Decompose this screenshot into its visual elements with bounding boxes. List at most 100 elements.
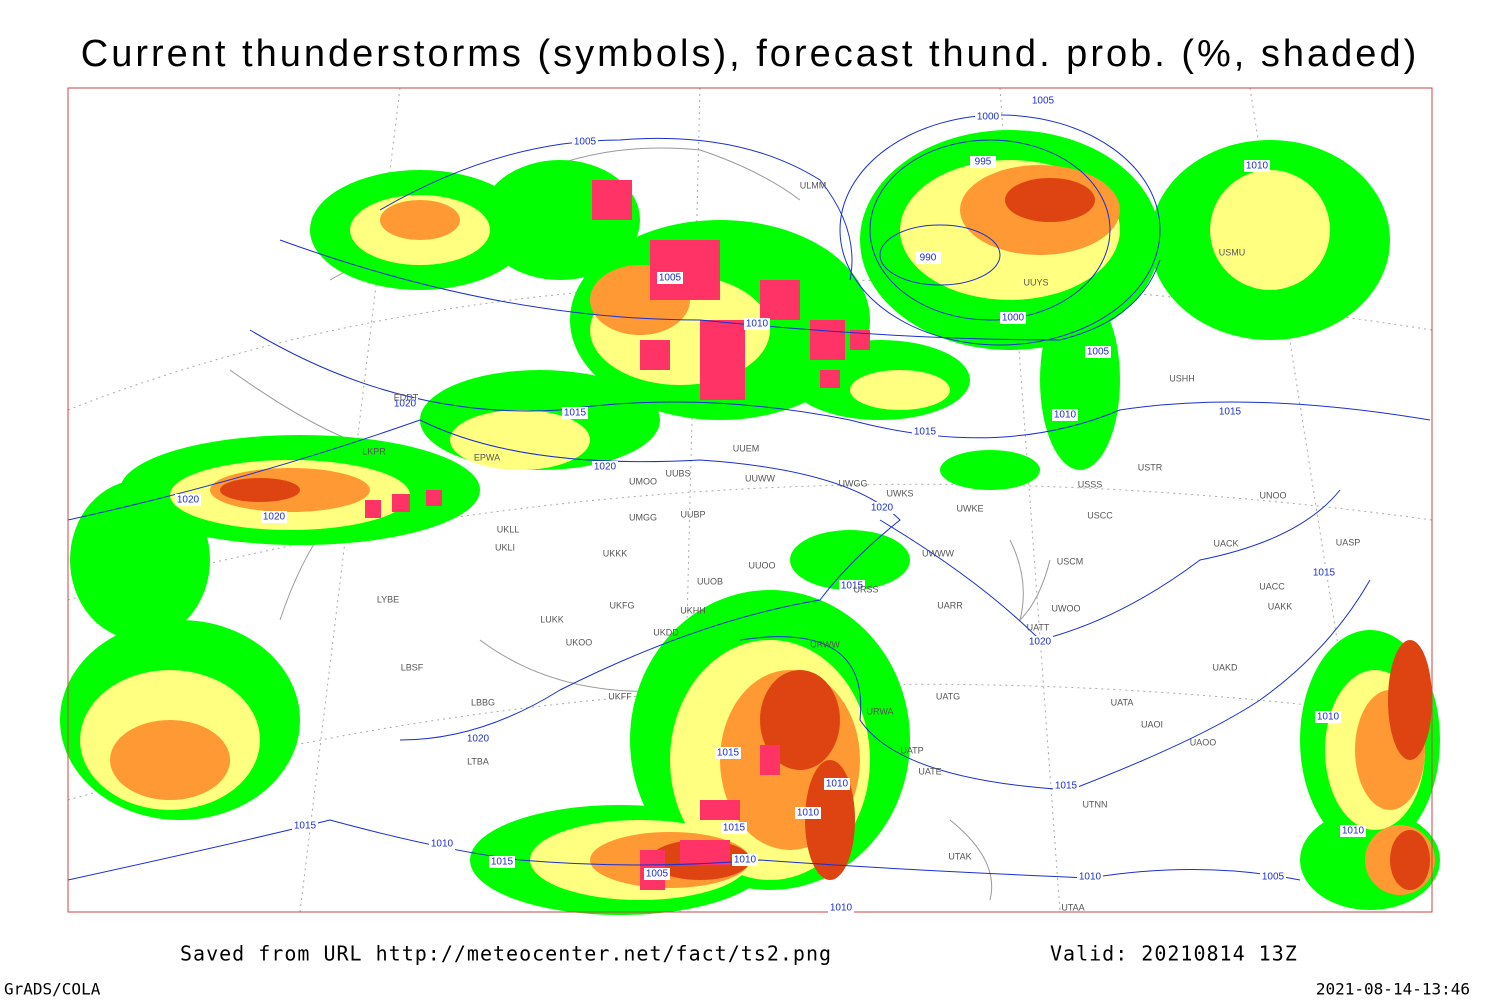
station-code: UUBP [680, 509, 705, 519]
station-code: UASP [1336, 537, 1361, 547]
station-code: EDDT [394, 392, 419, 402]
isobar-label: 1015 [564, 408, 587, 419]
station-code: LBBG [471, 697, 495, 707]
isobar-label: 1020 [594, 462, 617, 473]
station-code: UUWW [745, 473, 775, 483]
isobar-label-bg [970, 156, 996, 168]
isobar-label-bg [1244, 160, 1270, 172]
isobar-label-bg [795, 807, 821, 819]
isobar-label: 1010 [1079, 872, 1102, 883]
station-code: LUKK [540, 614, 564, 624]
station-code: UKFG [609, 600, 634, 610]
isobar-label-bg [562, 407, 588, 419]
isobar-label: 1005 [659, 273, 682, 284]
isobar-label: 1010 [431, 839, 454, 850]
isobar-label-bg [465, 733, 491, 745]
station-code: UARR [937, 600, 963, 610]
isobar-label-bg [839, 580, 865, 592]
station-code: EPWA [474, 452, 500, 462]
valid-time: Valid: 20210814 13Z [1050, 942, 1298, 966]
station-code: UMOO [629, 476, 657, 486]
isobar-label: 1015 [914, 427, 937, 438]
isobar-label-bg [1340, 825, 1366, 837]
isobar-label: 1015 [723, 823, 746, 834]
isobar-label: 990 [920, 253, 937, 264]
station-code: UAOI [1141, 719, 1163, 729]
isobar-label-bg [1030, 95, 1056, 107]
isobar-label: 1020 [394, 399, 417, 410]
isobar-label: 1020 [1029, 637, 1052, 648]
station-code: UATT [1027, 622, 1050, 632]
source-url: Saved from URL http://meteocenter.net/fa… [180, 942, 832, 966]
station-code: UKDD [653, 627, 679, 637]
isobar-label-bg [644, 868, 670, 880]
station-code: UAKK [1268, 601, 1293, 611]
station-code: ULMM [800, 180, 827, 190]
isobar-label: 1020 [467, 734, 490, 745]
isobar-label: 1010 [797, 808, 820, 819]
credit: GrADS/COLA [4, 980, 101, 999]
isobar-label-bg [292, 820, 318, 832]
isobar-label-bg [912, 426, 938, 438]
isobar-label-bg [1085, 346, 1111, 358]
isobar-label: 1015 [1055, 781, 1078, 792]
station-code: USHH [1169, 373, 1195, 383]
map-frame [67, 87, 1433, 913]
isobar-label-bg [1052, 409, 1078, 421]
station-code: UATA [1111, 697, 1134, 707]
isobar-label: 1005 [646, 869, 669, 880]
isobar-label-bg [1311, 567, 1337, 579]
isobar-label: 1020 [177, 495, 200, 506]
isobar-label-bg [592, 461, 618, 473]
isobar-label-bg [975, 111, 1001, 123]
station-code: USCC [1087, 510, 1113, 520]
station-code: UAKD [1212, 662, 1238, 672]
isobar-label-bg [744, 318, 770, 330]
isobar-label: 1015 [841, 581, 864, 592]
isobar-label-bg [824, 778, 850, 790]
station-code: UAOO [1190, 737, 1217, 747]
station-code: UNOO [1260, 490, 1287, 500]
station-code: UKLL [497, 524, 520, 534]
station-code: UWKS [887, 488, 914, 498]
isobar-label-bg [261, 511, 287, 523]
station-code: UACC [1259, 581, 1285, 591]
isobar-label-bg [1027, 636, 1053, 648]
isobar-label-bg [429, 838, 455, 850]
isobar-label: 1015 [717, 748, 740, 759]
isobar-label-bg [392, 398, 418, 410]
station-code: UWGG [839, 478, 868, 488]
isobar-label: 1015 [491, 857, 514, 868]
station-code: URWA [867, 706, 894, 716]
station-code: LYBE [377, 594, 399, 604]
station-code: UUEM [733, 443, 760, 453]
station-code: USMU [1219, 247, 1246, 257]
station-code: LKPR [362, 446, 386, 456]
isobar-label: 1010 [1317, 712, 1340, 723]
station-code: UTNN [1083, 799, 1108, 809]
station-code: UATP [900, 745, 923, 755]
station-code: UATE [918, 766, 941, 776]
isobar-label-bg [175, 494, 201, 506]
isobar-label: 1010 [826, 779, 849, 790]
isobar-label-bg [1315, 711, 1341, 723]
isobar-label-bg [715, 747, 741, 759]
isobar-label-bg [489, 856, 515, 868]
timestamp: 2021-08-14-13:46 [1316, 980, 1470, 999]
isobar-label: 1005 [574, 137, 597, 148]
station-code: UWWW [922, 548, 954, 558]
isobar-label: 1010 [830, 903, 853, 914]
isobar-label: 1010 [746, 319, 769, 330]
isobar-label: 1015 [1313, 568, 1336, 579]
station-code: UKLI [495, 542, 515, 552]
isobar-label: 1015 [1219, 407, 1242, 418]
isobar-label-bg [869, 502, 895, 514]
isobar-label: 1010 [1246, 161, 1269, 172]
station-code: URWW [810, 639, 840, 649]
isobar-label-bg [1077, 871, 1103, 883]
isobar-label-bg [1260, 871, 1286, 883]
isobar-label: 1005 [1032, 96, 1055, 107]
isobar-label-bg [1217, 406, 1243, 418]
